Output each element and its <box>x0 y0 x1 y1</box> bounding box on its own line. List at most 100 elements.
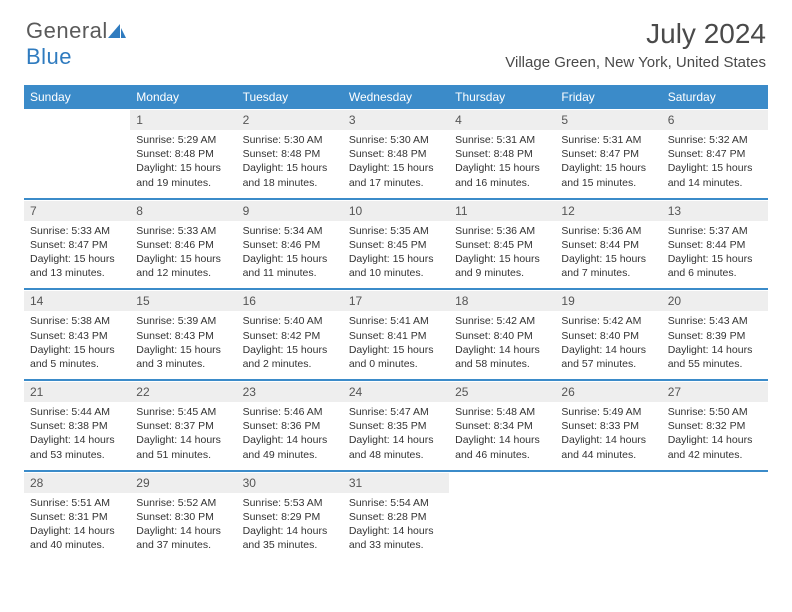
daylight-text: Daylight: 15 hours and 13 minutes. <box>30 252 124 280</box>
daylight-text: Daylight: 15 hours and 18 minutes. <box>243 161 337 189</box>
sunset-text: Sunset: 8:46 PM <box>136 238 230 252</box>
day-content: Sunrise: 5:53 AMSunset: 8:29 PMDaylight:… <box>237 493 343 561</box>
calendar-week: 28Sunrise: 5:51 AMSunset: 8:31 PMDayligh… <box>24 472 768 561</box>
day-number: 14 <box>24 290 130 311</box>
day-content: Sunrise: 5:51 AMSunset: 8:31 PMDaylight:… <box>24 493 130 561</box>
day-number: 5 <box>555 109 661 130</box>
daylight-text: Daylight: 14 hours and 49 minutes. <box>243 433 337 461</box>
sunrise-text: Sunrise: 5:43 AM <box>668 314 762 328</box>
day-number: 30 <box>237 472 343 493</box>
day-number: 22 <box>130 381 236 402</box>
day-content: Sunrise: 5:33 AMSunset: 8:46 PMDaylight:… <box>130 221 236 289</box>
sunset-text: Sunset: 8:43 PM <box>136 329 230 343</box>
sunset-text: Sunset: 8:36 PM <box>243 419 337 433</box>
daylight-text: Daylight: 14 hours and 57 minutes. <box>561 343 655 371</box>
day-number: 25 <box>449 381 555 402</box>
sunrise-text: Sunrise: 5:42 AM <box>455 314 549 328</box>
day-number: 11 <box>449 200 555 221</box>
sunrise-text: Sunrise: 5:47 AM <box>349 405 443 419</box>
calendar-day-cell: 31Sunrise: 5:54 AMSunset: 8:28 PMDayligh… <box>343 472 449 561</box>
logo-sail-icon <box>108 18 126 44</box>
sunrise-text: Sunrise: 5:40 AM <box>243 314 337 328</box>
sunrise-text: Sunrise: 5:33 AM <box>30 224 124 238</box>
calendar-day-cell <box>555 472 661 561</box>
day-content: Sunrise: 5:37 AMSunset: 8:44 PMDaylight:… <box>662 221 768 289</box>
day-number: 16 <box>237 290 343 311</box>
daylight-text: Daylight: 14 hours and 51 minutes. <box>136 433 230 461</box>
sunrise-text: Sunrise: 5:51 AM <box>30 496 124 510</box>
logo-part2: Blue <box>26 44 72 69</box>
sunset-text: Sunset: 8:30 PM <box>136 510 230 524</box>
day-content: Sunrise: 5:54 AMSunset: 8:28 PMDaylight:… <box>343 493 449 561</box>
daylight-text: Daylight: 14 hours and 48 minutes. <box>349 433 443 461</box>
day-number <box>555 472 661 493</box>
daylight-text: Daylight: 15 hours and 14 minutes. <box>668 161 762 189</box>
sunrise-text: Sunrise: 5:29 AM <box>136 133 230 147</box>
day-number <box>449 472 555 493</box>
daylight-text: Daylight: 14 hours and 58 minutes. <box>455 343 549 371</box>
day-content: Sunrise: 5:36 AMSunset: 8:45 PMDaylight:… <box>449 221 555 289</box>
weekday-header: Tuesday <box>237 85 343 109</box>
daylight-text: Daylight: 14 hours and 53 minutes. <box>30 433 124 461</box>
sunset-text: Sunset: 8:48 PM <box>455 147 549 161</box>
weekday-header: Monday <box>130 85 236 109</box>
daylight-text: Daylight: 15 hours and 7 minutes. <box>561 252 655 280</box>
sunrise-text: Sunrise: 5:42 AM <box>561 314 655 328</box>
weekday-header: Wednesday <box>343 85 449 109</box>
daylight-text: Daylight: 15 hours and 17 minutes. <box>349 161 443 189</box>
daylight-text: Daylight: 15 hours and 6 minutes. <box>668 252 762 280</box>
day-number <box>662 472 768 493</box>
logo-text: GeneralBlue <box>26 18 126 70</box>
sunrise-text: Sunrise: 5:32 AM <box>668 133 762 147</box>
daylight-text: Daylight: 14 hours and 42 minutes. <box>668 433 762 461</box>
daylight-text: Daylight: 14 hours and 35 minutes. <box>243 524 337 552</box>
calendar-day-cell: 10Sunrise: 5:35 AMSunset: 8:45 PMDayligh… <box>343 200 449 289</box>
sunset-text: Sunset: 8:42 PM <box>243 329 337 343</box>
location: Village Green, New York, United States <box>505 54 766 71</box>
calendar-day-cell: 30Sunrise: 5:53 AMSunset: 8:29 PMDayligh… <box>237 472 343 561</box>
sunrise-text: Sunrise: 5:53 AM <box>243 496 337 510</box>
calendar-day-cell: 23Sunrise: 5:46 AMSunset: 8:36 PMDayligh… <box>237 381 343 470</box>
sunset-text: Sunset: 8:44 PM <box>668 238 762 252</box>
calendar-day-cell: 14Sunrise: 5:38 AMSunset: 8:43 PMDayligh… <box>24 290 130 379</box>
day-number: 29 <box>130 472 236 493</box>
calendar-day-cell: 3Sunrise: 5:30 AMSunset: 8:48 PMDaylight… <box>343 109 449 198</box>
calendar-day-cell: 8Sunrise: 5:33 AMSunset: 8:46 PMDaylight… <box>130 200 236 289</box>
sunset-text: Sunset: 8:48 PM <box>136 147 230 161</box>
sunset-text: Sunset: 8:48 PM <box>349 147 443 161</box>
calendar-day-cell: 13Sunrise: 5:37 AMSunset: 8:44 PMDayligh… <box>662 200 768 289</box>
sunrise-text: Sunrise: 5:33 AM <box>136 224 230 238</box>
day-content: Sunrise: 5:36 AMSunset: 8:44 PMDaylight:… <box>555 221 661 289</box>
day-number <box>24 109 130 130</box>
sunset-text: Sunset: 8:47 PM <box>561 147 655 161</box>
sunrise-text: Sunrise: 5:36 AM <box>561 224 655 238</box>
sunset-text: Sunset: 8:37 PM <box>136 419 230 433</box>
daylight-text: Daylight: 15 hours and 2 minutes. <box>243 343 337 371</box>
daylight-text: Daylight: 14 hours and 44 minutes. <box>561 433 655 461</box>
day-content: Sunrise: 5:50 AMSunset: 8:32 PMDaylight:… <box>662 402 768 470</box>
sunset-text: Sunset: 8:39 PM <box>668 329 762 343</box>
calendar-week: 7Sunrise: 5:33 AMSunset: 8:47 PMDaylight… <box>24 200 768 289</box>
calendar-day-cell: 17Sunrise: 5:41 AMSunset: 8:41 PMDayligh… <box>343 290 449 379</box>
day-content: Sunrise: 5:31 AMSunset: 8:48 PMDaylight:… <box>449 130 555 198</box>
day-number: 12 <box>555 200 661 221</box>
sunrise-text: Sunrise: 5:38 AM <box>30 314 124 328</box>
daylight-text: Daylight: 14 hours and 46 minutes. <box>455 433 549 461</box>
calendar-day-cell: 25Sunrise: 5:48 AMSunset: 8:34 PMDayligh… <box>449 381 555 470</box>
day-number: 8 <box>130 200 236 221</box>
day-number: 23 <box>237 381 343 402</box>
sunrise-text: Sunrise: 5:30 AM <box>349 133 443 147</box>
calendar-day-cell: 28Sunrise: 5:51 AMSunset: 8:31 PMDayligh… <box>24 472 130 561</box>
day-number: 10 <box>343 200 449 221</box>
calendar-header-row: SundayMondayTuesdayWednesdayThursdayFrid… <box>24 85 768 109</box>
day-content: Sunrise: 5:43 AMSunset: 8:39 PMDaylight:… <box>662 311 768 379</box>
sunset-text: Sunset: 8:40 PM <box>561 329 655 343</box>
calendar-day-cell: 20Sunrise: 5:43 AMSunset: 8:39 PMDayligh… <box>662 290 768 379</box>
daylight-text: Daylight: 15 hours and 19 minutes. <box>136 161 230 189</box>
sunset-text: Sunset: 8:35 PM <box>349 419 443 433</box>
sunset-text: Sunset: 8:33 PM <box>561 419 655 433</box>
sunset-text: Sunset: 8:43 PM <box>30 329 124 343</box>
day-number: 26 <box>555 381 661 402</box>
sunrise-text: Sunrise: 5:50 AM <box>668 405 762 419</box>
day-number: 28 <box>24 472 130 493</box>
